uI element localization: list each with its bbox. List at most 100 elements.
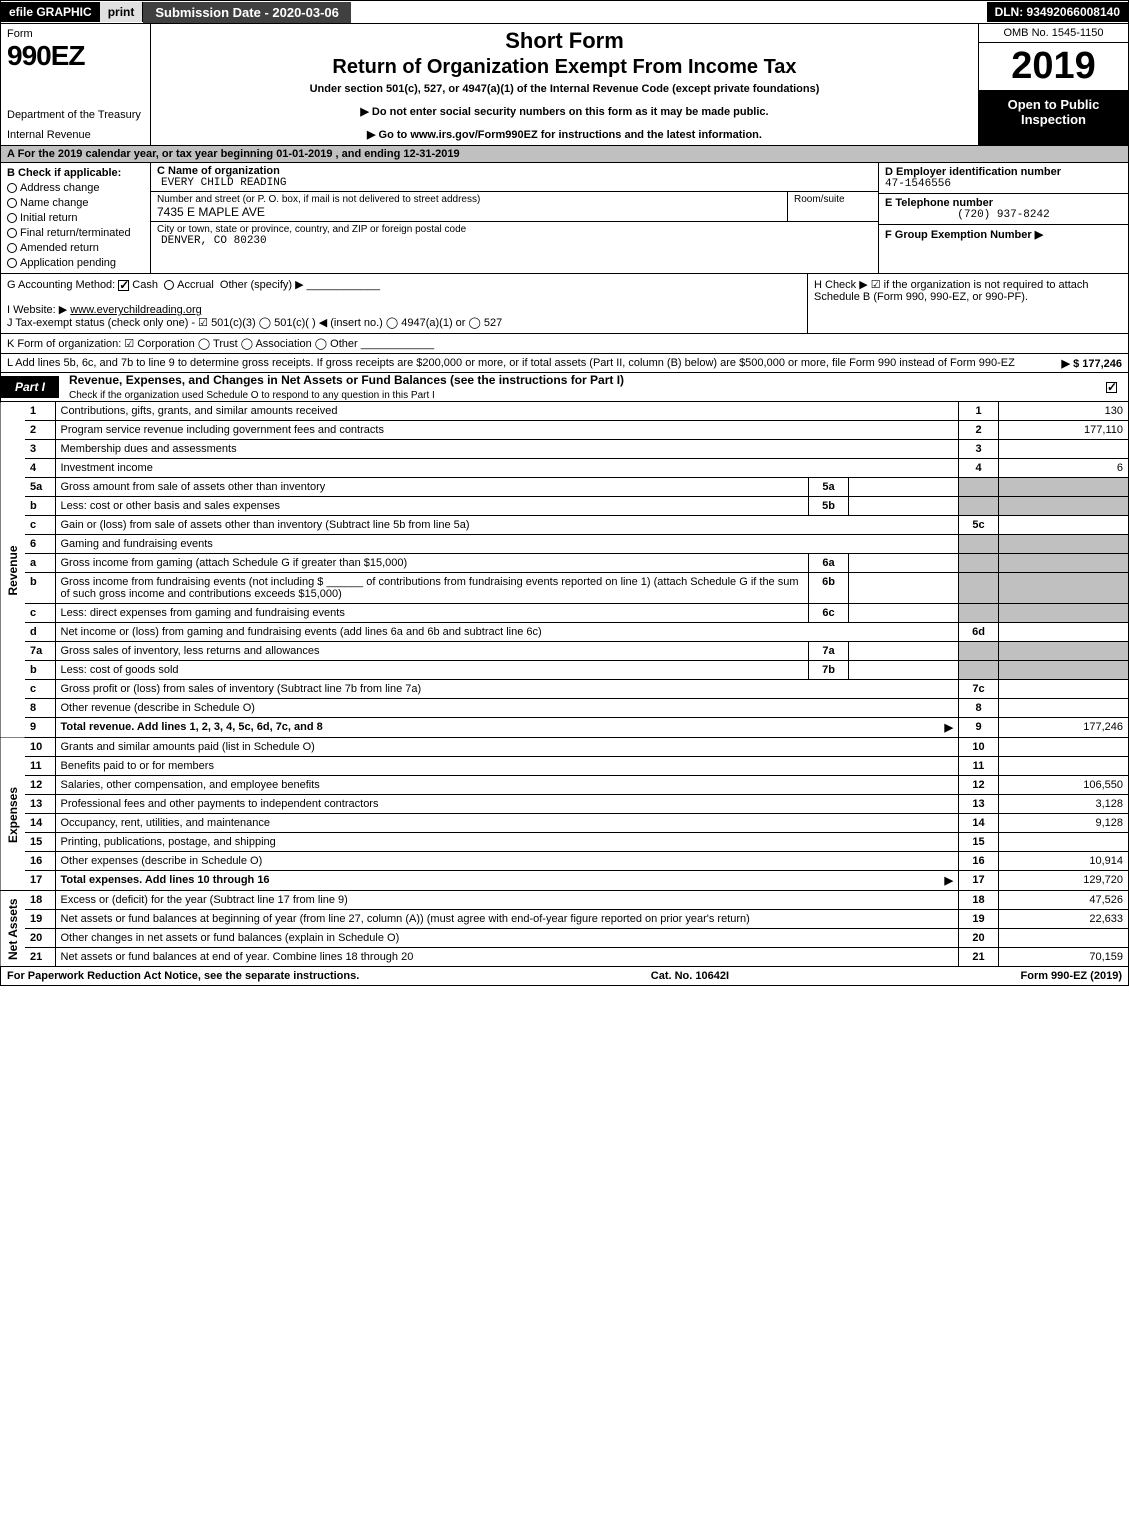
line8-amount (999, 699, 1129, 718)
line5a-desc: Gross amount from sale of assets other t… (61, 481, 326, 493)
line9-amount: 177,246 (999, 718, 1129, 738)
row-a-tax-year: A For the 2019 calendar year, or tax yea… (0, 146, 1129, 163)
line6-desc: Gaming and fundraising events (61, 538, 213, 550)
chk-name-change[interactable]: Name change (7, 197, 144, 209)
line6b-desc: Gross income from fundraising events (no… (61, 576, 799, 600)
group-arrow: ▶ (1035, 229, 1043, 241)
line5b-desc: Less: cost or other basis and sales expe… (61, 500, 281, 512)
phone-cell: E Telephone number (720) 937-8242 (879, 194, 1128, 225)
line1-desc: Contributions, gifts, grants, and simila… (61, 405, 338, 417)
row-g: G Accounting Method: Cash Accrual Other … (1, 274, 808, 333)
line15-desc: Printing, publications, postage, and shi… (61, 836, 276, 848)
line11-amount (999, 757, 1129, 776)
line6b-subval (849, 573, 959, 604)
website-link[interactable]: www.everychildreading.org (70, 304, 201, 316)
row-l: L Add lines 5b, 6c, and 7b to line 9 to … (0, 354, 1129, 373)
org-name-label: C Name of organization (157, 165, 286, 177)
line19-amount: 22,633 (999, 910, 1129, 929)
return-title: Return of Organization Exempt From Incom… (161, 56, 968, 79)
street-cell: Number and street (or P. O. box, if mail… (151, 192, 788, 221)
dln-label: DLN: 93492066008140 (987, 2, 1128, 22)
room-label: Room/suite (794, 194, 845, 205)
tax-year: 2019 (979, 43, 1128, 91)
line5b-subval (849, 497, 959, 516)
chk-cash[interactable] (118, 280, 129, 291)
line1-amount: 130 (999, 402, 1129, 421)
subtitle: Under section 501(c), 527, or 4947(a)(1)… (161, 83, 968, 95)
line7b-subval (849, 661, 959, 680)
line17-desc: Total expenses. Add lines 10 through 16 (61, 874, 270, 886)
goto-link[interactable]: ▶ Go to www.irs.gov/Form990EZ for instru… (161, 128, 968, 141)
org-name-cell: C Name of organization EVERY CHILD READI… (151, 163, 878, 192)
line6a-subval (849, 554, 959, 573)
line13-amount: 3,128 (999, 795, 1129, 814)
line16-desc: Other expenses (describe in Schedule O) (61, 855, 263, 867)
street-address: 7435 E MAPLE AVE (157, 205, 781, 219)
page-footer: For Paperwork Reduction Act Notice, see … (0, 967, 1129, 986)
line21-amount: 70,159 (999, 948, 1129, 967)
line7a-subval (849, 642, 959, 661)
info-block: B Check if applicable: Address change Na… (0, 163, 1129, 274)
line3-desc: Membership dues and assessments (61, 443, 237, 455)
ein-value: 47-1546556 (885, 178, 1122, 190)
line2-amount: 177,110 (999, 421, 1129, 440)
form-header: Form 990EZ Department of the Treasury In… (0, 24, 1129, 146)
line17-amount: 129,720 (999, 871, 1129, 891)
ssn-warning: ▶ Do not enter social security numbers o… (161, 105, 968, 118)
row-gh: G Accounting Method: Cash Accrual Other … (0, 274, 1129, 334)
line7c-amount (999, 680, 1129, 699)
line15-amount (999, 833, 1129, 852)
irs-link[interactable]: ▶ Go to www.irs.gov/Form990EZ for instru… (367, 129, 762, 141)
form-word: Form (7, 28, 144, 40)
chk-initial-return[interactable]: Initial return (7, 212, 144, 224)
line4-desc: Investment income (61, 462, 153, 474)
dept-treasury: Department of the Treasury (7, 109, 144, 121)
header-left: Form 990EZ Department of the Treasury In… (1, 24, 151, 145)
row-k: K Form of organization: ☑ Corporation ◯ … (0, 334, 1129, 354)
line11-desc: Benefits paid to or for members (61, 760, 214, 772)
footer-left: For Paperwork Reduction Act Notice, see … (7, 970, 359, 982)
line20-desc: Other changes in net assets or fund bala… (61, 932, 400, 944)
line12-amount: 106,550 (999, 776, 1129, 795)
omb-number: OMB No. 1545-1150 (979, 24, 1128, 43)
line5c-desc: Gain or (loss) from sale of assets other… (61, 519, 470, 531)
section-def: D Employer identification number 47-1546… (878, 163, 1128, 273)
section-b: B Check if applicable: Address change Na… (1, 163, 151, 273)
city-cell: City or town, state or province, country… (151, 222, 878, 249)
line21-desc: Net assets or fund balances at end of ye… (61, 951, 414, 963)
line4-amount: 6 (999, 459, 1129, 478)
section-c: C Name of organization EVERY CHILD READI… (151, 163, 878, 273)
efile-label: efile GRAPHIC (1, 2, 100, 22)
line7c-desc: Gross profit or (loss) from sales of inv… (61, 683, 422, 695)
chk-final-return[interactable]: Final return/terminated (7, 227, 144, 239)
chk-amended-return[interactable]: Amended return (7, 242, 144, 254)
part1-tab: Part I (1, 376, 59, 398)
line5a-subval (849, 478, 959, 497)
line6d-amount (999, 623, 1129, 642)
part1-table: Revenue 1 Contributions, gifts, grants, … (0, 402, 1129, 967)
line6a-desc: Gross income from gaming (attach Schedul… (61, 557, 408, 569)
schedule-o-check[interactable] (1106, 380, 1128, 394)
part1-title: Revenue, Expenses, and Changes in Net As… (59, 373, 1106, 401)
line13-desc: Professional fees and other payments to … (61, 798, 379, 810)
g-other: Other (specify) ▶ (220, 279, 304, 291)
line10-amount (999, 738, 1129, 757)
chk-accrual[interactable] (164, 280, 174, 290)
line9-desc: Total revenue. Add lines 1, 2, 3, 4, 5c,… (61, 721, 323, 733)
b-title: B Check if applicable: (7, 167, 144, 179)
line6c-desc: Less: direct expenses from gaming and fu… (61, 607, 345, 619)
form-number: 990EZ (7, 40, 144, 72)
group-exemption-cell: F Group Exemption Number ▶ (879, 225, 1128, 273)
submission-date: Submission Date - 2020-03-06 (143, 2, 351, 23)
print-button[interactable]: print (100, 2, 144, 22)
chk-address-change[interactable]: Address change (7, 182, 144, 194)
chk-application-pending[interactable]: Application pending (7, 257, 144, 269)
h-text: H Check ▶ ☑ if the organization is not r… (814, 279, 1089, 303)
part1-sub: Check if the organization used Schedule … (69, 390, 435, 401)
line20-amount (999, 929, 1129, 948)
line19-desc: Net assets or fund balances at beginning… (61, 913, 750, 925)
phone-label: E Telephone number (885, 197, 1122, 209)
line3-amount (999, 440, 1129, 459)
line2-desc: Program service revenue including govern… (61, 424, 384, 436)
room-suite-cell: Room/suite (788, 192, 878, 221)
